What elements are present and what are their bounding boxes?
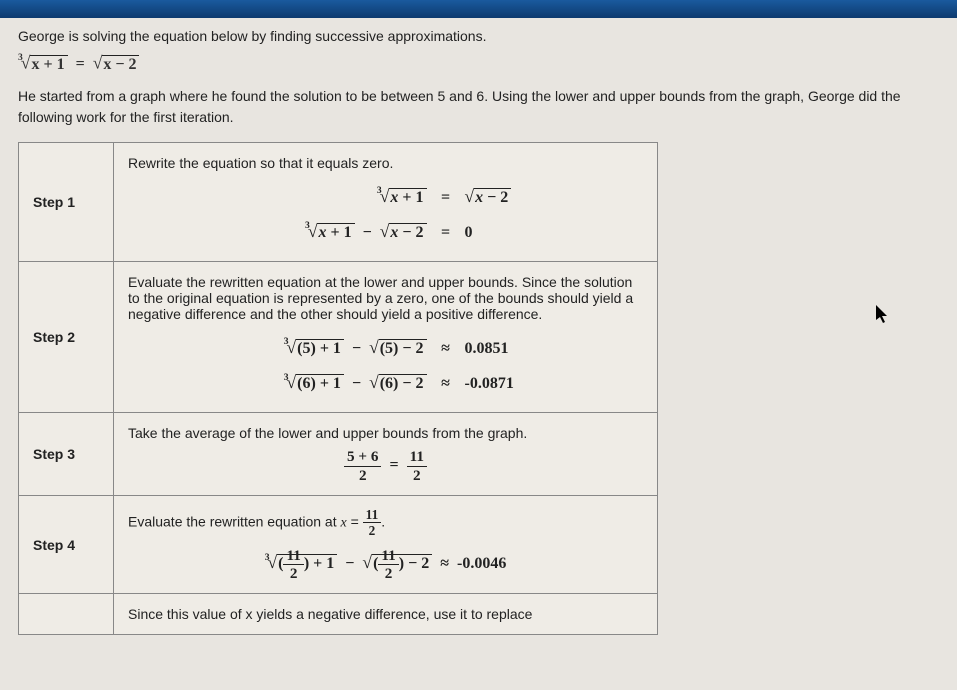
step-4-body: Evaluate the rewritten equation at x = 1… bbox=[114, 495, 658, 594]
table-row: Step 4 Evaluate the rewritten equation a… bbox=[19, 495, 658, 594]
step-1-body: Rewrite the equation so that it equals z… bbox=[114, 142, 658, 261]
step-3-label: Step 3 bbox=[19, 413, 114, 495]
rhs-radicand: x − 2 bbox=[102, 55, 139, 73]
step-3-heading: Take the average of the lower and upper … bbox=[128, 425, 643, 441]
table-row: Since this value of x yields a negative … bbox=[19, 594, 658, 635]
step-2-body: Evaluate the rewritten equation at the l… bbox=[114, 262, 658, 413]
step-4-math: 3√(112) + 1 − √(112) − 2 ≈ -0.0046 bbox=[128, 545, 643, 581]
step-5-label bbox=[19, 594, 114, 635]
step-1-heading: Rewrite the equation so that it equals z… bbox=[128, 155, 643, 171]
step-1-label: Step 1 bbox=[19, 142, 114, 261]
step-5-body: Since this value of x yields a negative … bbox=[114, 594, 658, 635]
main-equation: 3√x + 1 = √x − 2 bbox=[18, 52, 939, 74]
intro-line-1: George is solving the equation below by … bbox=[18, 28, 939, 44]
table-row: Step 1 Rewrite the equation so that it e… bbox=[19, 142, 658, 261]
table-row: Step 3 Take the average of the lower and… bbox=[19, 413, 658, 495]
step-2-heading: Evaluate the rewritten equation at the l… bbox=[128, 274, 643, 322]
lhs-radicand: x + 1 bbox=[30, 55, 67, 73]
window-title-bar bbox=[0, 0, 957, 18]
step-2-label: Step 2 bbox=[19, 262, 114, 413]
step-3-body: Take the average of the lower and upper … bbox=[114, 413, 658, 495]
table-row: Step 2 Evaluate the rewritten equation a… bbox=[19, 262, 658, 413]
intro-line-2: He started from a graph where he found t… bbox=[18, 86, 939, 128]
step-2-math: 3√(5) + 1 − √(5) − 2 ≈ 0.0851 3√(6) + 1 … bbox=[128, 330, 643, 400]
step-4-heading: Evaluate the rewritten equation at x = 1… bbox=[128, 508, 643, 538]
step-3-math: 5 + 62 = 112 bbox=[128, 449, 643, 482]
step-5-text: Since this value of x yields a negative … bbox=[128, 606, 532, 622]
steps-table: Step 1 Rewrite the equation so that it e… bbox=[18, 142, 658, 636]
document-content: George is solving the equation below by … bbox=[0, 18, 957, 635]
step-1-math: 3√x + 1 = √x − 2 3√x + 1 − √x − 2 = 0 bbox=[128, 179, 643, 249]
step-4-label: Step 4 bbox=[19, 495, 114, 594]
